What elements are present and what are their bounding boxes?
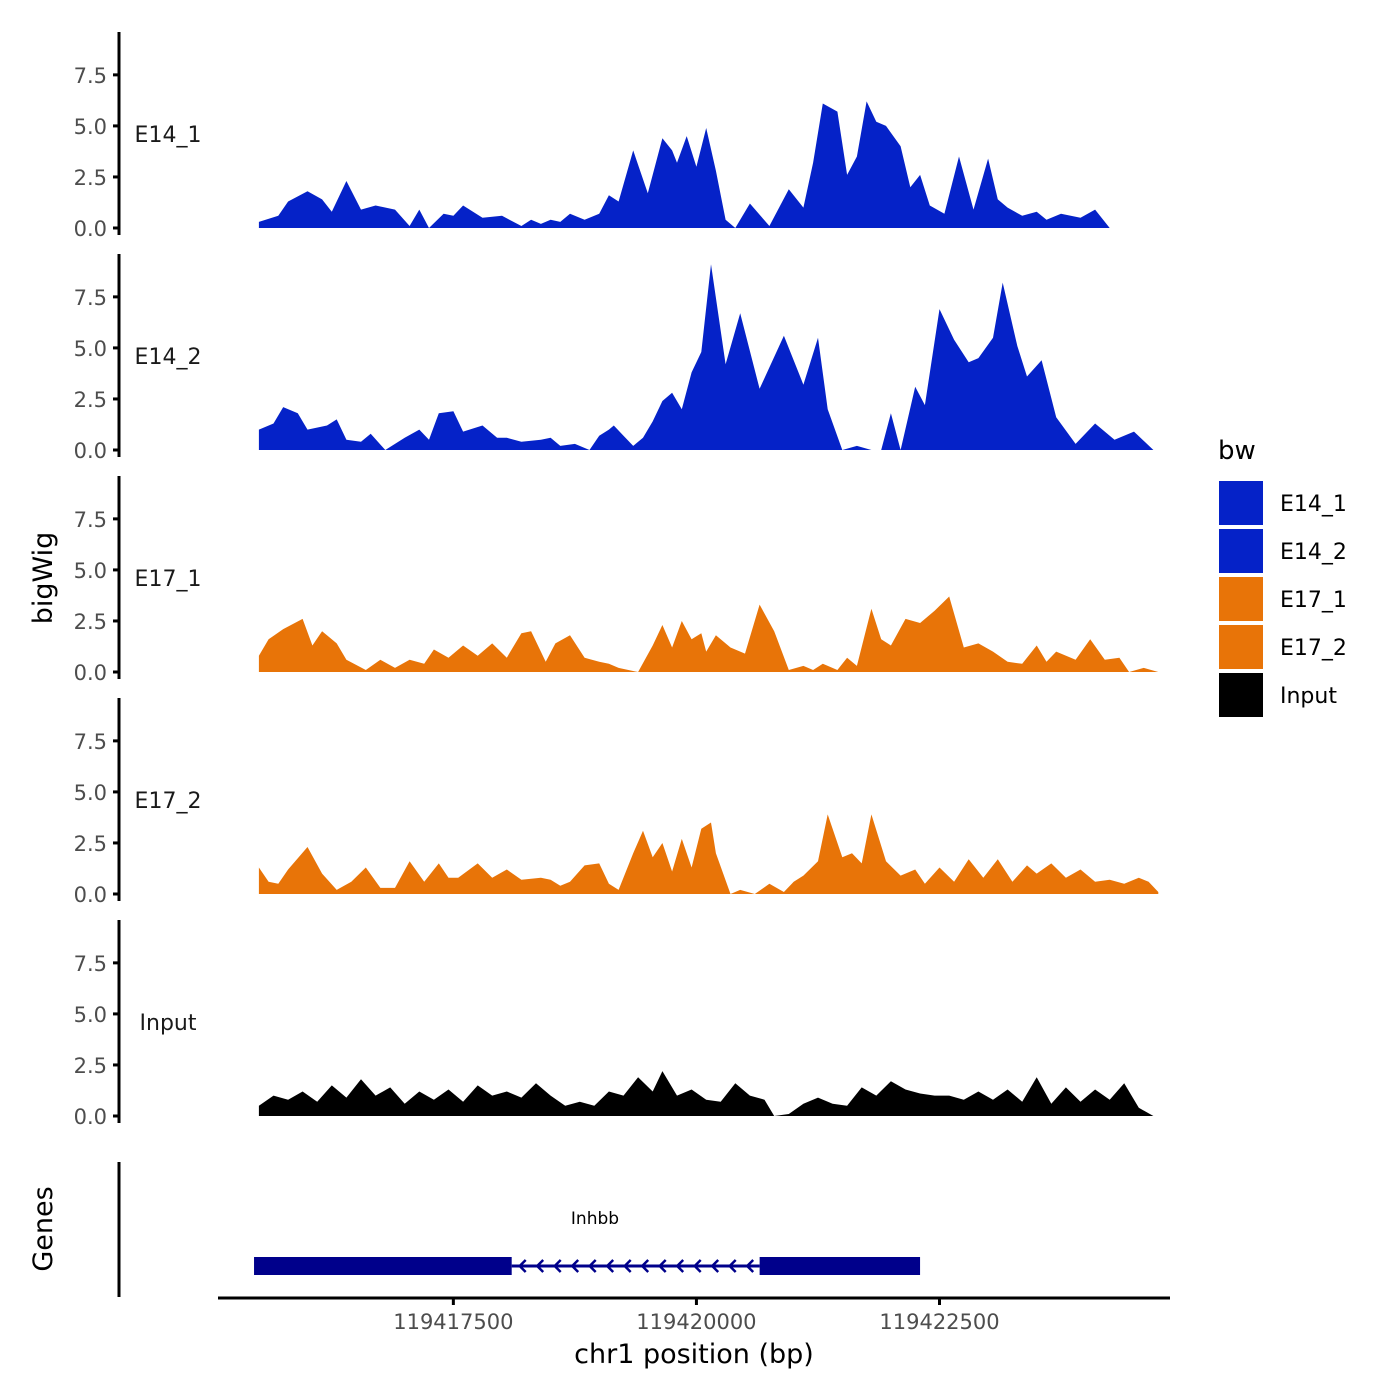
track-E17_1: 0.0 2.5 5.0 7.5 E17_1 xyxy=(74,476,1159,685)
legend-title: bw xyxy=(1218,436,1256,466)
track-E14_1: 0.0 2.5 5.0 7.5 E14_1 xyxy=(74,32,1149,241)
strand-arrow xyxy=(535,1259,545,1273)
y-tick-label: 2.5 xyxy=(74,832,107,856)
strand-arrow xyxy=(710,1259,720,1273)
legend-swatch-E14_1 xyxy=(1219,481,1263,525)
y-tick-label: 0.0 xyxy=(74,883,107,907)
track-label-E17_1: E17_1 xyxy=(135,567,202,592)
track-label-Input: Input xyxy=(140,1011,197,1036)
genes-track: Genes Inhbb xyxy=(28,1162,921,1297)
legend-label-E17_1: E17_1 xyxy=(1280,588,1347,613)
x-tick-label: 119422500 xyxy=(879,1310,999,1334)
area-Input xyxy=(258,1071,1154,1116)
legend-label-Input: Input xyxy=(1280,684,1337,709)
y-tick-label: 2.5 xyxy=(74,388,107,412)
strand-arrow xyxy=(552,1259,562,1273)
track-label-E14_1: E14_1 xyxy=(135,123,202,148)
y-tick-label: 5.0 xyxy=(74,781,107,805)
area-E14_1 xyxy=(258,101,1149,228)
strand-arrow xyxy=(587,1259,597,1273)
area-E17_2 xyxy=(258,814,1159,894)
legend-label-E14_2: E14_2 xyxy=(1280,540,1347,565)
strand-arrow xyxy=(517,1259,527,1273)
strand-arrow xyxy=(745,1259,755,1273)
y-tick-label: 7.5 xyxy=(74,508,107,532)
legend-label-E14_1: E14_1 xyxy=(1280,492,1347,517)
gene-exon-2 xyxy=(759,1257,921,1275)
legend-swatch-E14_2 xyxy=(1219,529,1263,573)
gene-exon-1 xyxy=(254,1257,512,1275)
track-label-E17_2: E17_2 xyxy=(135,789,202,814)
y-tick-label: 7.5 xyxy=(74,952,107,976)
area-E17_1 xyxy=(258,596,1159,672)
strand-arrow xyxy=(605,1259,615,1273)
genes-track-title: Genes xyxy=(28,1186,59,1271)
y-tick-label: 7.5 xyxy=(74,730,107,754)
strand-arrow xyxy=(622,1259,632,1273)
strand-arrow xyxy=(727,1259,737,1273)
area-E14_2 xyxy=(258,264,1154,450)
legend: bw E14_1 E14_2 E17_1 E17_2 Input xyxy=(1218,436,1347,717)
y-tick-label: 7.5 xyxy=(74,64,107,88)
strand-arrow xyxy=(640,1259,650,1273)
y-tick-label: 0.0 xyxy=(74,661,107,685)
y-tick-label: 5.0 xyxy=(74,115,107,139)
strand-arrow xyxy=(692,1259,702,1273)
y-tick-label: 0.0 xyxy=(74,217,107,241)
y-tick-label: 2.5 xyxy=(74,1054,107,1078)
x-axis-title: chr1 position (bp) xyxy=(574,1339,814,1370)
track-label-E14_2: E14_2 xyxy=(135,345,202,370)
track-E17_2: 0.0 2.5 5.0 7.5 E17_2 xyxy=(74,698,1159,907)
coverage-tracks: 0.0 2.5 5.0 7.5 E14_1 0.0 2.5 5.0 7.5 E14_2 0.0 2.5… xyxy=(74,32,1159,1129)
gene-name-label: Inhbb xyxy=(571,1209,619,1229)
x-tick-label: 119420000 xyxy=(636,1310,756,1334)
legend-swatch-E17_1 xyxy=(1219,577,1263,621)
track-E14_2: 0.0 2.5 5.0 7.5 E14_2 xyxy=(74,254,1154,463)
y-tick-label: 2.5 xyxy=(74,166,107,190)
y-tick-label: 7.5 xyxy=(74,286,107,310)
y-tick-label: 5.0 xyxy=(74,1003,107,1027)
y-axis-title: bigWig xyxy=(28,532,59,625)
strand-arrow xyxy=(675,1259,685,1273)
legend-swatch-E17_2 xyxy=(1219,625,1263,669)
y-tick-label: 5.0 xyxy=(74,559,107,583)
x-axis: 119417500 119420000 119422500 xyxy=(218,1296,1170,1334)
y-tick-label: 5.0 xyxy=(74,337,107,361)
track-Input: 0.0 2.5 5.0 7.5 Input xyxy=(74,920,1154,1129)
y-tick-label: 2.5 xyxy=(74,610,107,634)
y-tick-label: 0.0 xyxy=(74,439,107,463)
strand-arrow xyxy=(570,1259,580,1273)
strand-arrow xyxy=(657,1259,667,1273)
legend-swatch-Input xyxy=(1219,673,1263,717)
y-tick-label: 0.0 xyxy=(74,1105,107,1129)
legend-label-E17_2: E17_2 xyxy=(1280,636,1347,661)
x-tick-label: 119417500 xyxy=(393,1310,513,1334)
